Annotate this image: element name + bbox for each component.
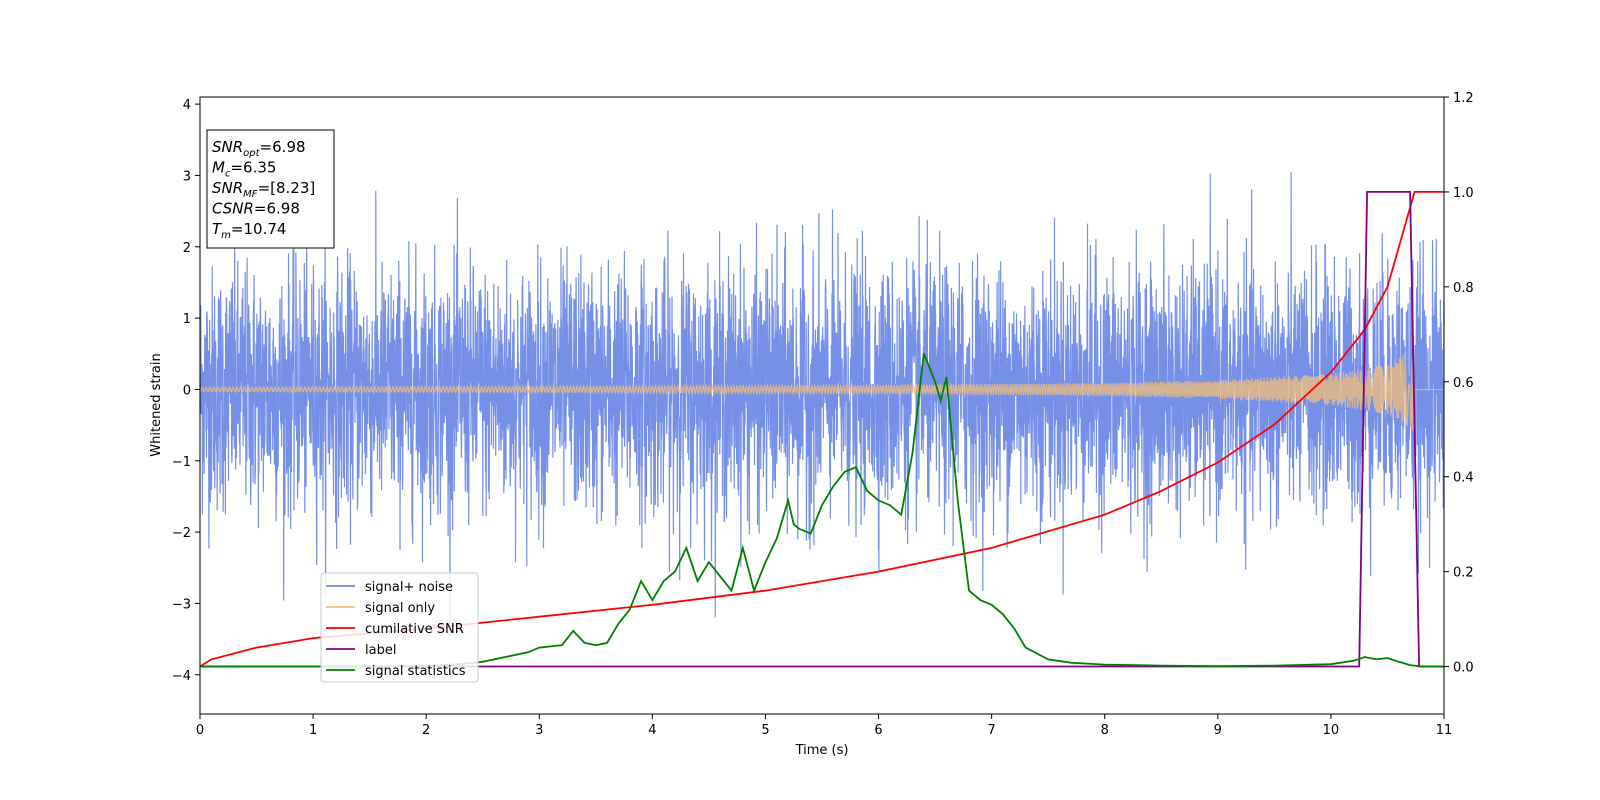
- signal-only-line: [199, 352, 1444, 432]
- annotation-line: Mc=6.35: [212, 159, 276, 180]
- annotation-line: CSNR=6.98: [212, 200, 300, 218]
- y-axis-label: Whitened strain: [149, 353, 164, 456]
- x-tick-label: 11: [1436, 723, 1453, 738]
- x-tick-label: 7: [987, 723, 995, 738]
- x-tick-label: 9: [1214, 723, 1222, 738]
- legend-label: label: [365, 643, 396, 658]
- left-y-tick-label: −1: [172, 455, 191, 470]
- left-y-tick-label: 2: [183, 241, 191, 256]
- annotation-line: SNRMF=[8.23]: [212, 179, 315, 200]
- plot-frame: [199, 96, 1445, 715]
- legend-label: signal statistics: [365, 664, 466, 679]
- left-y-tick-label: 1: [183, 312, 191, 327]
- signal-only-series: [199, 352, 1444, 432]
- left-y-tick-label: −2: [172, 526, 191, 541]
- signal-statistics-line: [200, 352, 1444, 668]
- legend-label: cumilative SNR: [365, 622, 464, 637]
- x-tick-label: 0: [196, 723, 204, 738]
- annotation-line: Tm=10.74: [212, 220, 286, 241]
- annotation-line: SNRopt=6.98: [212, 138, 306, 159]
- x-tick-label: 10: [1323, 723, 1340, 738]
- legend: signal+ noise signal only cumilative SNR la…: [320, 572, 479, 683]
- left-y-tick-label: 3: [183, 169, 191, 184]
- x-tick-label: 6: [874, 723, 882, 738]
- x-tick-label: 2: [422, 723, 430, 738]
- legend-label: signal only: [365, 601, 435, 616]
- right-y-tick-label: 0.6: [1453, 376, 1474, 391]
- right-y-tick-label: 0.4: [1453, 471, 1474, 486]
- x-tick-label: 4: [648, 723, 656, 738]
- right-y-tick-label: 0.2: [1453, 566, 1474, 581]
- right-y-tick-label: 1.0: [1453, 186, 1474, 201]
- right-axis-series: [199, 191, 1444, 668]
- x-tick-label: 1: [309, 723, 317, 738]
- x-axis-label: Time (s): [795, 743, 849, 758]
- right-y-tick-label: 0.0: [1453, 661, 1474, 676]
- left-y-tick-label: 4: [183, 98, 191, 113]
- legend-label: signal+ noise: [365, 580, 453, 595]
- right-y-tick-label: 0.8: [1453, 281, 1474, 296]
- left-y-tick-label: −4: [172, 669, 191, 684]
- x-tick-label: 3: [535, 723, 543, 738]
- left-y-tick-label: 0: [183, 383, 191, 398]
- x-axis-ticks: 0 1 2 3 4 5 6 7 8 9 10 11: [196, 714, 1452, 738]
- right-y-tick-label: 1.2: [1453, 91, 1474, 106]
- left-y-axis-ticks: −4 −3 −2 −1 0 1 2 3 4: [172, 98, 200, 684]
- right-y-axis-ticks: 0.0 0.2 0.4 0.6 0.8 1.0 1.2: [1444, 91, 1474, 676]
- x-tick-label: 5: [761, 723, 769, 738]
- left-y-tick-label: −3: [172, 597, 191, 612]
- legend-box: [320, 572, 479, 683]
- x-tick-label: 8: [1101, 723, 1109, 738]
